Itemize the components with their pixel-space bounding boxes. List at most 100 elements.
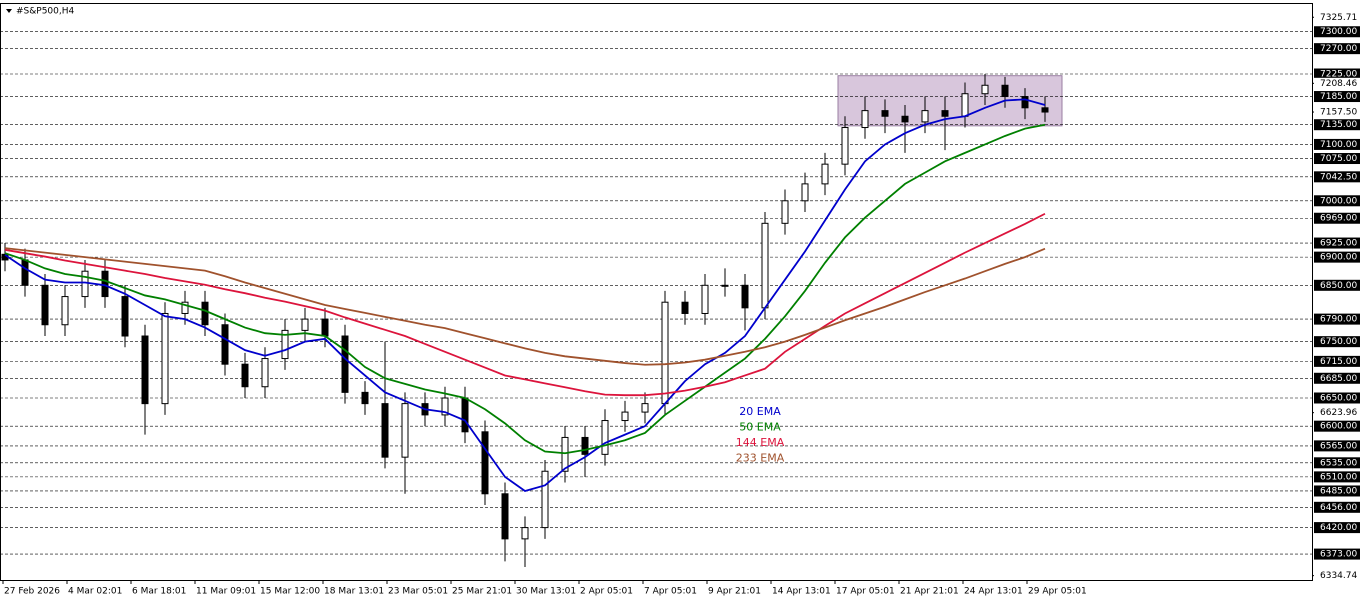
y-tick-bg — [1314, 407, 1360, 419]
candle-body — [461, 397, 469, 433]
x-tick-label: 4 Mar 02:01 — [68, 587, 122, 597]
level-label-box — [1314, 372, 1360, 384]
level-label: 6969.00 — [1320, 214, 1357, 224]
level-label: 6535.00 — [1320, 458, 1357, 468]
candle-body — [521, 527, 529, 540]
level-label-box — [1314, 195, 1360, 207]
level-label-box — [1314, 251, 1360, 263]
level-label: 7042.50 — [1320, 172, 1357, 182]
candle-body — [181, 301, 189, 314]
candle-body — [1041, 107, 1049, 113]
symbol-marker — [6, 9, 12, 13]
level-label-box — [1314, 522, 1360, 534]
candle-body — [541, 470, 549, 529]
level-label: 7270.00 — [1320, 44, 1357, 54]
candle-body — [581, 436, 589, 455]
level-label-box — [1314, 313, 1360, 325]
candle-body — [761, 222, 769, 309]
level-label-box — [1314, 26, 1360, 38]
candle-body — [601, 420, 609, 455]
candle-body — [621, 411, 629, 422]
y-tick-label: 7208.46 — [1320, 79, 1357, 89]
level-label: 6715.00 — [1320, 357, 1357, 367]
candle-body — [861, 110, 869, 129]
y-tick-bg — [1314, 11, 1360, 23]
level-label-box — [1314, 457, 1360, 469]
candle-body — [921, 110, 929, 123]
level-label: 6373.00 — [1320, 550, 1357, 560]
level-label-box — [1314, 485, 1360, 497]
candle-body — [41, 284, 49, 326]
candle-body — [341, 335, 349, 393]
candle-body — [61, 296, 69, 326]
level-label-box — [1314, 501, 1360, 513]
level-label: 6790.00 — [1320, 315, 1357, 325]
ema-line — [4, 123, 1046, 455]
candle-body — [901, 115, 909, 123]
level-label-box — [1314, 119, 1360, 131]
ema-label: 144 EMA — [736, 436, 785, 449]
x-tick-label: 24 Apr 13:01 — [964, 587, 1023, 597]
y-tick-bg — [1314, 106, 1360, 118]
candle-body — [641, 403, 649, 413]
candle-body — [981, 84, 989, 95]
level-label: 6600.00 — [1320, 422, 1357, 432]
x-tick-label: 17 Apr 05:01 — [836, 587, 895, 597]
level-label-box — [1314, 138, 1360, 150]
candle-body — [241, 363, 249, 388]
candle-body — [301, 318, 309, 331]
level-label: 6510.00 — [1320, 472, 1357, 482]
candle-body — [841, 127, 849, 165]
x-tick-label: 25 Mar 21:01 — [452, 587, 512, 597]
level-label-box — [1314, 392, 1360, 404]
ema-label: 233 EMA — [736, 452, 785, 465]
level-label: 6685.00 — [1320, 374, 1357, 384]
candle-body — [681, 301, 689, 314]
candle-body — [161, 312, 169, 405]
level-label-box — [1314, 279, 1360, 291]
candle-body — [261, 358, 269, 388]
x-tick-label: 9 Apr 21:01 — [708, 587, 761, 597]
candle-body — [881, 110, 889, 117]
ema-label: 20 EMA — [739, 405, 781, 418]
y-tick-bg — [1314, 570, 1360, 582]
level-label-box — [1314, 336, 1360, 348]
level-label: 6925.00 — [1320, 239, 1357, 249]
level-label-box — [1314, 153, 1360, 165]
level-label-box — [1314, 91, 1360, 103]
level-label: 6456.00 — [1320, 503, 1357, 513]
candle-body — [801, 183, 809, 202]
candle-body — [21, 259, 29, 286]
x-tick-label: 30 Mar 13:01 — [516, 587, 576, 597]
level-label: 6565.00 — [1320, 441, 1357, 451]
candle-body — [141, 335, 149, 405]
level-label-box — [1314, 68, 1360, 80]
level-label: 7225.00 — [1320, 69, 1357, 79]
level-label: 6650.00 — [1320, 393, 1357, 403]
y-tick-label: 7325.71 — [1320, 13, 1357, 23]
level-label: 7135.00 — [1320, 120, 1357, 130]
level-label: 6420.00 — [1320, 523, 1357, 533]
x-tick-label: 15 Mar 12:00 — [260, 587, 320, 597]
candle-body — [501, 493, 509, 540]
x-tick-label: 11 Mar 09:01 — [196, 587, 256, 597]
level-label-box — [1314, 548, 1360, 560]
candle-body — [961, 93, 969, 117]
x-tick-label: 2 Apr 05:01 — [580, 587, 633, 597]
ema-line — [4, 212, 1046, 397]
level-label: 6850.00 — [1320, 281, 1357, 291]
level-label: 6900.00 — [1320, 253, 1357, 263]
level-label-box — [1314, 171, 1360, 183]
candle-body — [561, 436, 569, 472]
level-label: 7100.00 — [1320, 140, 1357, 150]
level-label-box — [1314, 355, 1360, 367]
level-label: 7000.00 — [1320, 196, 1357, 206]
candle-body — [1001, 84, 1009, 98]
x-tick-label: 6 Mar 18:01 — [132, 587, 186, 597]
y-tick-label: 7157.50 — [1320, 108, 1357, 118]
level-label: 7075.00 — [1320, 154, 1357, 164]
chart-title: #S&P500,H4 — [16, 7, 75, 17]
level-label-box — [1314, 471, 1360, 483]
candle-body — [321, 318, 329, 337]
